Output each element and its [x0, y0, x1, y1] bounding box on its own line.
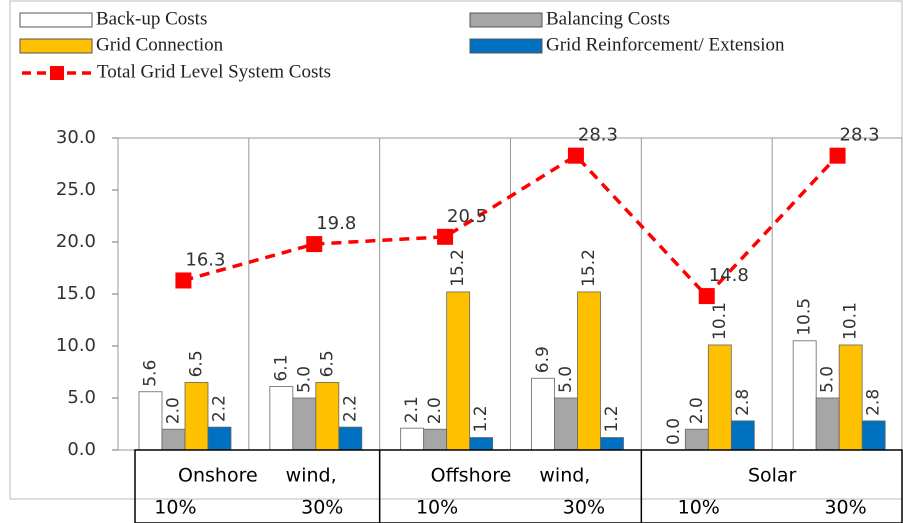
- data-label: 10.5: [795, 298, 815, 336]
- total-line: [182, 153, 839, 299]
- bar: [838, 344, 863, 451]
- legend-label: Back-up Costs: [96, 8, 207, 29]
- data-label: 28.3: [578, 125, 618, 146]
- x-tick-label: 30%: [563, 497, 605, 519]
- data-label: 1.2: [471, 405, 491, 432]
- bar: [446, 291, 471, 451]
- bar: [815, 397, 840, 451]
- bar: [292, 397, 317, 451]
- x-tick-label: 10%: [678, 497, 720, 519]
- data-label: 2.0: [425, 397, 445, 424]
- bar: [577, 291, 601, 451]
- x-tick-label: 10%: [154, 497, 196, 519]
- y-tick-label: 5.0: [67, 387, 96, 408]
- bar: [315, 381, 340, 451]
- line-marker: [175, 272, 192, 289]
- y-tick-label: 25.0: [56, 179, 96, 200]
- data-label: 5.0: [556, 366, 576, 393]
- legend-swatch: [19, 38, 93, 54]
- bar: [400, 427, 425, 451]
- legend-label: Grid Connection: [96, 34, 224, 55]
- data-label: 5.6: [141, 360, 161, 387]
- data-label: 10.1: [841, 302, 861, 340]
- data-label: 14.8: [709, 265, 749, 286]
- data-label: 6.5: [187, 350, 207, 377]
- group-label: Onshore wind,: [178, 465, 337, 487]
- data-label: 2.2: [210, 395, 230, 422]
- bar: [207, 426, 232, 451]
- group-label: Solar: [748, 465, 797, 487]
- x-tick-label: 30%: [301, 497, 343, 519]
- line-marker: [437, 228, 454, 245]
- data-label: 5.0: [294, 366, 314, 393]
- legend-marker: [50, 66, 64, 80]
- data-label: 19.8: [316, 213, 356, 234]
- bar: [730, 420, 755, 451]
- y-tick-label: 30.0: [56, 127, 96, 148]
- bar: [138, 391, 163, 451]
- y-tick-label: 15.0: [56, 283, 96, 304]
- y-tick-label: 10.0: [56, 335, 96, 356]
- bar: [861, 420, 886, 451]
- data-label: 6.9: [533, 346, 553, 373]
- data-label: 28.3: [840, 125, 880, 146]
- data-label: 10.1: [710, 302, 730, 340]
- data-label: 0.0: [664, 418, 684, 445]
- data-label: 2.8: [733, 389, 753, 416]
- y-tick-label: 0.0: [67, 439, 96, 460]
- bar: [469, 437, 494, 451]
- data-label: 16.3: [185, 249, 225, 270]
- x-tick-label: 30%: [824, 497, 866, 519]
- category-table: [134, 449, 903, 523]
- y-tick-label: 20.0: [56, 231, 96, 252]
- legend-swatch: [19, 12, 93, 28]
- group-label: Offshore wind,: [431, 465, 591, 487]
- bar: [531, 377, 555, 451]
- data-label: 15.2: [448, 249, 468, 287]
- data-label: 2.8: [864, 389, 884, 416]
- data-label: 2.1: [402, 396, 422, 423]
- line-marker: [829, 147, 846, 164]
- bar: [338, 426, 363, 451]
- bar: [707, 344, 732, 451]
- data-label: 20.5: [447, 206, 487, 227]
- data-label: 6.1: [271, 355, 291, 382]
- data-label: 2.0: [687, 397, 707, 424]
- bar: [269, 386, 294, 451]
- line-marker: [306, 236, 323, 253]
- legend-label: Balancing Costs: [546, 8, 670, 29]
- data-label: 1.2: [602, 405, 622, 432]
- line-marker: [567, 147, 584, 164]
- data-label: 2.0: [164, 397, 184, 424]
- bar: [161, 428, 186, 451]
- x-tick-label: 10%: [416, 497, 458, 519]
- legend-label: Total Grid Level System Costs: [97, 61, 331, 82]
- legend-swatch: [469, 12, 543, 28]
- legend-swatch: [469, 38, 543, 54]
- bar: [792, 340, 817, 451]
- bar: [684, 428, 709, 451]
- data-label: 6.5: [317, 350, 337, 377]
- data-label: 2.2: [340, 395, 360, 422]
- bar: [554, 397, 578, 451]
- line-marker: [698, 288, 715, 305]
- bar: [184, 381, 209, 451]
- bar: [423, 428, 448, 451]
- legend-label: Grid Reinforcement/ Extension: [546, 34, 785, 55]
- bar: [600, 437, 624, 451]
- data-label: 15.2: [579, 249, 599, 287]
- data-label: 5.0: [818, 366, 838, 393]
